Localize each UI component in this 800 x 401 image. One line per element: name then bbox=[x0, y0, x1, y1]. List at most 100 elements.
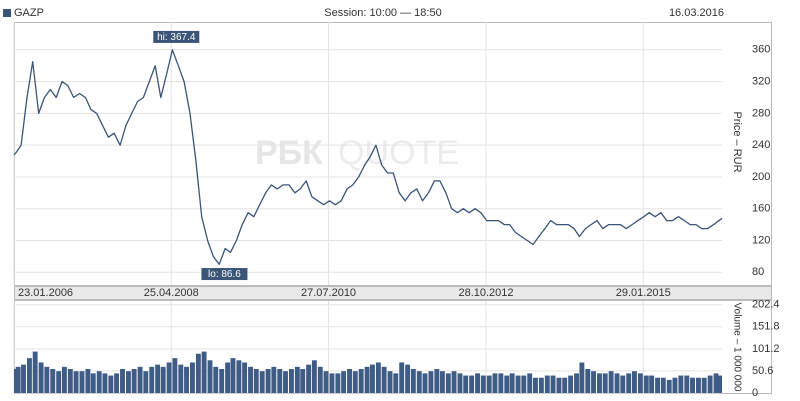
volume-bar bbox=[672, 377, 678, 393]
y-axis-label: Price – RUR bbox=[731, 111, 743, 172]
volume-bar bbox=[655, 377, 661, 393]
volume-bar bbox=[26, 358, 32, 393]
volume-bar bbox=[533, 377, 538, 393]
volume-bar bbox=[67, 369, 73, 393]
volume-bar bbox=[288, 369, 294, 393]
y-tick-label: 160 bbox=[752, 203, 770, 215]
volume-bar bbox=[690, 377, 695, 393]
volume-bar bbox=[265, 369, 271, 393]
volume-bar bbox=[660, 377, 666, 393]
volume-bar bbox=[492, 373, 498, 393]
volume-bar bbox=[230, 358, 236, 393]
y-tick-label: 320 bbox=[752, 75, 770, 87]
volume-bar bbox=[352, 371, 358, 393]
volume-bar bbox=[370, 364, 375, 393]
volume-bar bbox=[649, 375, 655, 393]
volume-bar bbox=[207, 360, 213, 393]
volume-bar bbox=[259, 371, 265, 393]
volume-bar bbox=[591, 371, 596, 393]
volume-bar bbox=[85, 369, 91, 393]
volume-bar bbox=[556, 377, 562, 393]
volume-bar bbox=[306, 364, 312, 393]
volume-bar bbox=[399, 362, 405, 393]
volume-bar bbox=[544, 375, 550, 393]
annotation-box bbox=[153, 30, 200, 43]
volume-bar bbox=[387, 371, 393, 393]
volume-bar bbox=[637, 373, 643, 393]
volume-bar bbox=[405, 364, 411, 393]
volume-bar bbox=[602, 373, 608, 393]
volume-bar bbox=[515, 375, 521, 393]
watermark-product: QUOTE bbox=[338, 134, 459, 172]
volume-bar bbox=[96, 371, 102, 393]
x-tick-label: 29.01.2015 bbox=[616, 287, 671, 299]
volume-bar bbox=[79, 371, 85, 393]
price-line bbox=[13, 49, 723, 265]
volume-bar bbox=[189, 362, 195, 393]
volume-bar bbox=[149, 366, 155, 393]
volume-bar bbox=[283, 371, 288, 393]
volume-bar bbox=[329, 373, 335, 393]
y-tick-label: 360 bbox=[752, 44, 770, 56]
volume-bar bbox=[701, 377, 707, 393]
volume-bar bbox=[277, 369, 283, 393]
y2-axis-label: Volume – 1 000 000 bbox=[731, 303, 742, 392]
volume-bar bbox=[38, 362, 44, 393]
volume-bar bbox=[56, 371, 62, 393]
volume-bar bbox=[707, 375, 713, 393]
volume-bar bbox=[527, 373, 533, 393]
volume-bar bbox=[294, 366, 300, 393]
volume-bar bbox=[480, 375, 486, 393]
volume-bar bbox=[44, 366, 50, 393]
y2-tick-label: 202.4 bbox=[752, 299, 780, 311]
volume-bar bbox=[439, 371, 445, 393]
volume-bar bbox=[73, 371, 79, 393]
volume-bar bbox=[114, 373, 120, 393]
legend-swatch bbox=[3, 9, 11, 17]
date: 16.03.2016 bbox=[669, 7, 724, 19]
volume-bar bbox=[434, 369, 440, 393]
volume-bar bbox=[416, 371, 422, 393]
volume-bar bbox=[32, 351, 38, 393]
y2-tick-label: 151.8 bbox=[752, 321, 780, 333]
volume-bar bbox=[393, 373, 399, 393]
volume-bar bbox=[50, 369, 56, 393]
volume-bar bbox=[620, 375, 626, 393]
annotation-label: hi: 367.4 bbox=[157, 32, 196, 43]
volume-bar bbox=[498, 373, 504, 393]
volume-bar bbox=[666, 379, 672, 393]
volume-bar bbox=[475, 373, 481, 393]
volume-bar bbox=[550, 375, 556, 393]
volume-bar bbox=[90, 373, 96, 393]
volume-bar bbox=[626, 373, 632, 393]
volume-bar bbox=[597, 373, 602, 393]
volume-bar bbox=[717, 375, 722, 393]
volume-bar bbox=[538, 377, 544, 393]
volume-bar bbox=[178, 364, 184, 393]
watermark-brand: РБК bbox=[255, 134, 323, 172]
volume-bar bbox=[713, 373, 719, 393]
volume-bar bbox=[445, 373, 451, 393]
volume-bar bbox=[137, 366, 143, 393]
volume-bar bbox=[375, 362, 381, 393]
x-tick-label: 27.07.2010 bbox=[301, 287, 356, 299]
volume-bar bbox=[21, 364, 26, 393]
volume-bar bbox=[242, 362, 248, 393]
volume-bar bbox=[201, 351, 207, 393]
volume-bar bbox=[678, 375, 684, 393]
volume-bar bbox=[358, 369, 364, 393]
volume-bar bbox=[347, 369, 352, 393]
volume-bar bbox=[15, 366, 21, 393]
volume-bar bbox=[253, 369, 259, 393]
volume-bar bbox=[323, 371, 329, 393]
volume-bar bbox=[341, 371, 347, 393]
volume-bar bbox=[271, 366, 277, 393]
volume-bar bbox=[143, 371, 149, 393]
volume-bar bbox=[469, 375, 475, 393]
volume-bar bbox=[61, 366, 67, 393]
volume-bar bbox=[457, 373, 463, 393]
y-tick-label: 240 bbox=[752, 139, 770, 151]
volume-bar bbox=[585, 369, 591, 393]
x-tick-label: 25.04.2008 bbox=[144, 287, 199, 299]
volume-bar bbox=[300, 369, 306, 393]
